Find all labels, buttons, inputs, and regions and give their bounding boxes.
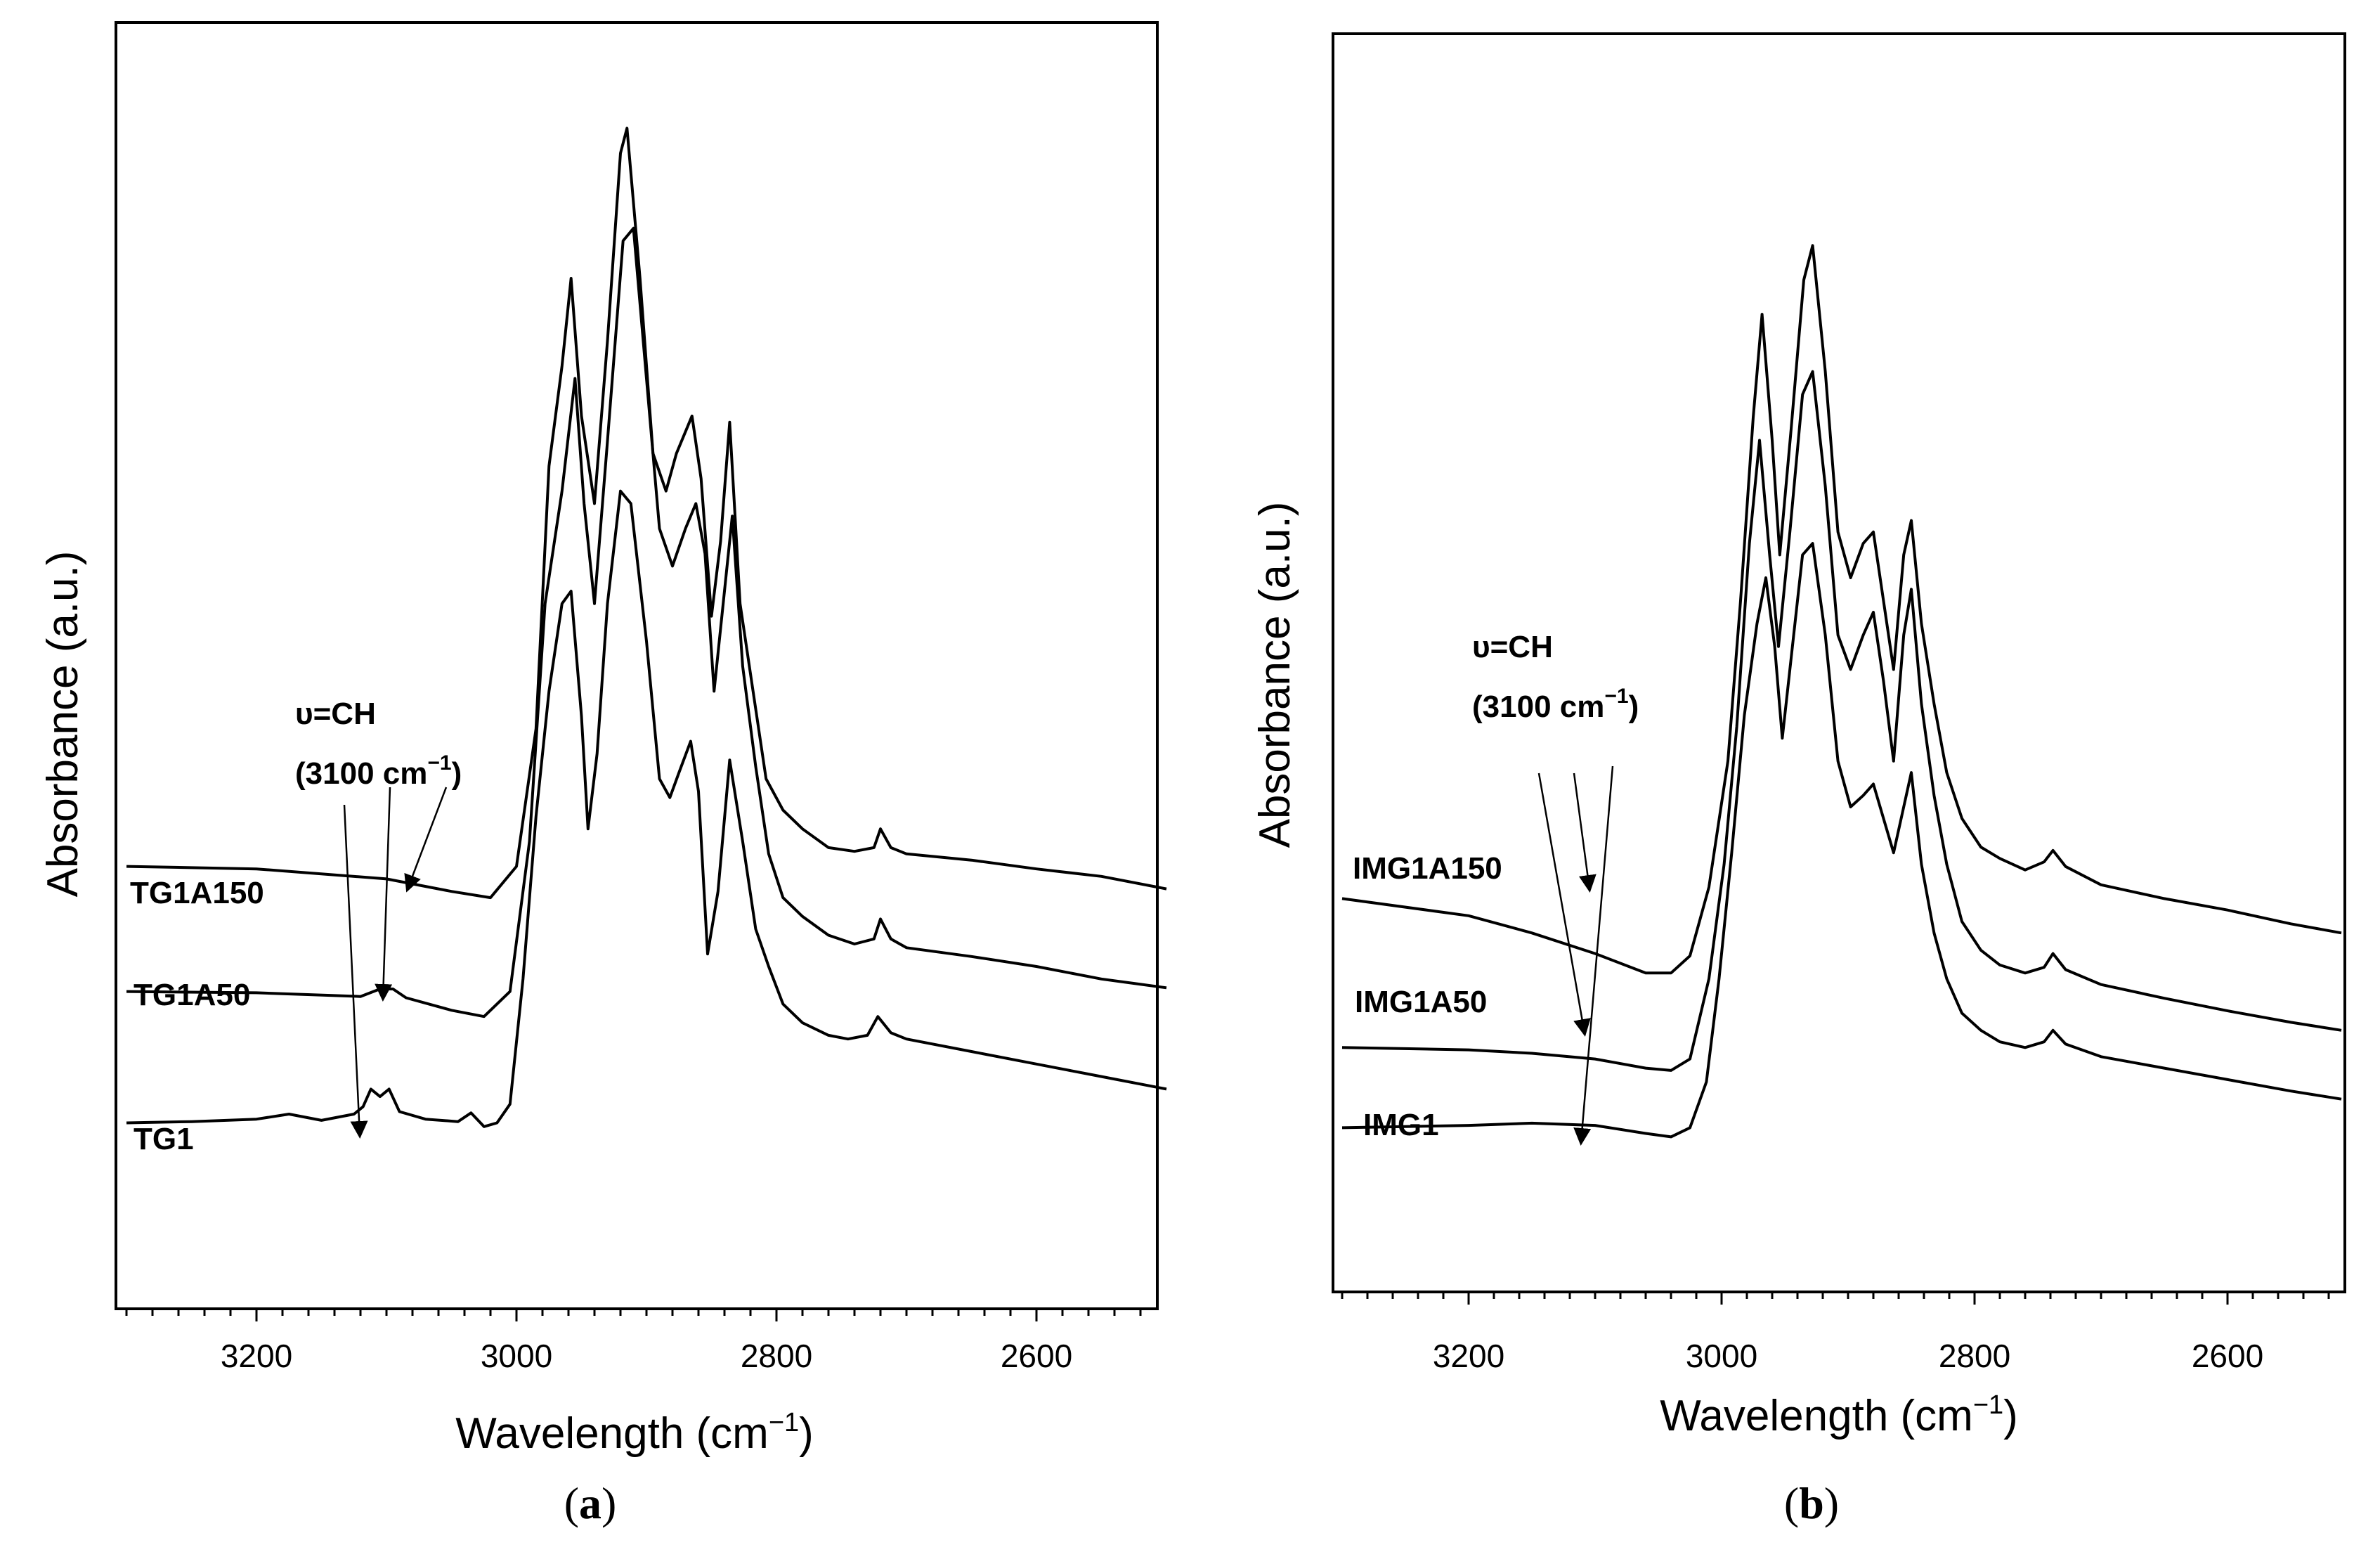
xtick-label-b-0: 3200 bbox=[1433, 1338, 1504, 1374]
plot-frame-a bbox=[115, 21, 1159, 1310]
annotation-arrow-b-2 bbox=[1573, 772, 1597, 893]
series-label-a-tg1: TG1 bbox=[134, 1122, 194, 1156]
x-axis-title-b: Wavelength (cm−1) bbox=[1660, 1390, 2018, 1440]
caption-b: (b) bbox=[1784, 1478, 1839, 1528]
x-ticks-b bbox=[1341, 1292, 2330, 1305]
xtick-label-a-2: 2800 bbox=[741, 1338, 812, 1374]
xtick-label-b-1: 3000 bbox=[1686, 1338, 1757, 1374]
series-label-b-img1a50: IMG1A50 bbox=[1355, 985, 1487, 1019]
curves-b bbox=[1341, 244, 2342, 1139]
xtick-label-a-0: 3200 bbox=[221, 1338, 292, 1374]
plot-frame-b bbox=[1332, 32, 2346, 1293]
annotation-arrow-a-3 bbox=[404, 787, 448, 893]
y-axis-title-a: Absorbance (a.u.) bbox=[39, 551, 87, 898]
x-axis-title-a: Wavelength (cm−1) bbox=[455, 1408, 814, 1458]
series-line-img1 bbox=[1341, 542, 2342, 1139]
xtick-label-b-3: 2600 bbox=[2192, 1338, 2263, 1374]
annotation-a-line2: (3100 cm−1) bbox=[295, 751, 462, 791]
series-line-img1a50 bbox=[1341, 370, 2342, 1072]
x-ticks-a bbox=[125, 1309, 1142, 1321]
annotation-b-line1: υ=CH bbox=[1472, 630, 1553, 664]
series-label-b-img1a150: IMG1A150 bbox=[1353, 851, 1502, 886]
annotation-a-line1: υ=CH bbox=[295, 697, 376, 731]
caption-a: (a) bbox=[564, 1478, 617, 1528]
panel-b: 3200 3000 2800 2600 Wavelength (cm−1) Ab… bbox=[1251, 32, 2346, 1528]
y-axis-title-b: Absorbance (a.u.) bbox=[1251, 502, 1299, 848]
series-label-a-tg1a150: TG1A150 bbox=[130, 876, 264, 910]
panel-a: 3200 3000 2800 2600 Wavelength (cm−1) Ab… bbox=[39, 21, 1167, 1528]
annotation-arrow-b-3 bbox=[1573, 765, 1614, 1146]
series-line-img1a150 bbox=[1341, 244, 2342, 975]
annotation-arrow-a-1 bbox=[343, 804, 368, 1139]
series-line-tg1 bbox=[126, 489, 1167, 1128]
series-line-tg1a50 bbox=[126, 226, 1167, 1018]
xtick-label-a-3: 2600 bbox=[1001, 1338, 1072, 1374]
series-line-tg1a150 bbox=[126, 127, 1167, 900]
annotation-arrow-a-2 bbox=[375, 787, 393, 1002]
xtick-label-b-2: 2800 bbox=[1939, 1338, 2010, 1374]
series-label-a-tg1a50: TG1A50 bbox=[134, 978, 250, 1012]
series-label-b-img1: IMG1 bbox=[1363, 1108, 1439, 1142]
xtick-label-a-1: 3000 bbox=[481, 1338, 552, 1374]
annotation-arrow-b-1 bbox=[1537, 772, 1591, 1037]
annotation-b-line2: (3100 cm−1) bbox=[1472, 685, 1639, 724]
curves-a bbox=[126, 127, 1167, 1128]
